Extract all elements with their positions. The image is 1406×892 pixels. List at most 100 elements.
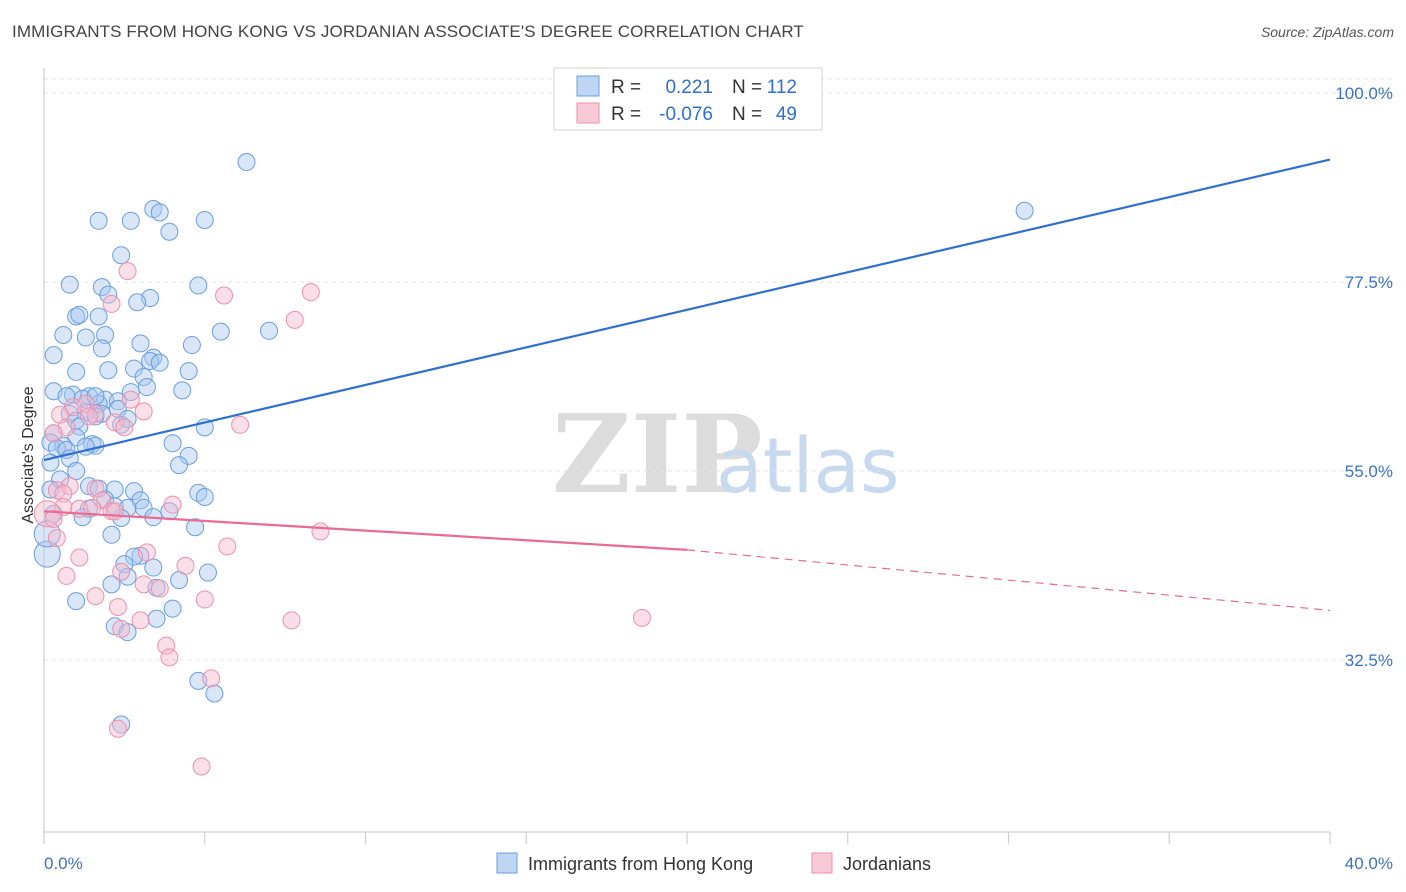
series-legend: Immigrants from Hong Kong Jordanians	[496, 852, 931, 874]
y-tick-label: 32.5%	[1345, 651, 1393, 670]
watermark-atlas: atlas	[716, 421, 900, 510]
legend-n-label-1: N =	[732, 104, 762, 125]
y-tick-label: 77.5%	[1345, 273, 1393, 292]
x-tick-label-min: 0.0%	[44, 854, 83, 873]
trend-line-jordanians-extrapolated	[686, 549, 1331, 611]
hong-kong-point	[67, 461, 86, 480]
hong-kong-point	[112, 246, 131, 265]
hong-kong-point	[92, 339, 111, 358]
hong-kong-point	[170, 456, 189, 475]
jordanian-point	[134, 575, 153, 594]
bottom-legend-swatch-hong-kong	[496, 852, 518, 874]
hong-kong-point	[89, 211, 108, 230]
jordanian-point	[86, 587, 105, 606]
hong-kong-point	[86, 387, 105, 406]
jordanian-point	[108, 597, 127, 616]
jordanian-point	[80, 407, 99, 426]
jordanian-point	[102, 294, 121, 313]
hong-kong-point	[189, 276, 208, 295]
hong-kong-point	[112, 509, 131, 528]
legend-n-value-0: 112	[767, 77, 797, 98]
hong-kong-point	[173, 381, 192, 400]
hong-kong-point	[1015, 201, 1034, 220]
jordanian-point	[86, 479, 105, 498]
hong-kong-point	[205, 684, 224, 703]
jordanian-point	[163, 495, 182, 514]
y-tick-label: 55.0%	[1345, 462, 1393, 481]
jordanian-point	[282, 611, 301, 630]
legend-r-value-1: -0.076	[659, 104, 713, 125]
jordanian-point	[202, 669, 221, 688]
hong-kong-point	[63, 385, 82, 404]
hong-kong-point	[195, 210, 214, 229]
jordanian-point	[105, 502, 124, 521]
hong-kong-point	[99, 361, 118, 380]
hong-kong-point	[163, 434, 182, 453]
legend-n-value-1: 49	[776, 104, 797, 125]
jordanian-point	[131, 611, 150, 630]
hong-kong-point	[60, 275, 79, 294]
correlation-legend: R = 0.221 N = 112 R = -0.076 N = 49	[553, 67, 823, 131]
hong-kong-point	[147, 609, 166, 628]
hong-kong-point	[51, 470, 70, 489]
hong-kong-point	[150, 353, 169, 372]
source-credit: Source: ZipAtlas.com	[1260, 24, 1394, 40]
hong-kong-point	[102, 525, 121, 544]
jordanian-point	[44, 424, 63, 443]
legend-n-label-0: N =	[732, 77, 762, 98]
hong-kong-point	[125, 482, 144, 501]
x-ticks	[43, 832, 1331, 844]
jordanian-point	[60, 477, 79, 496]
jordanian-point	[160, 648, 179, 667]
x-tick-label-max: 40.0%	[1345, 854, 1393, 873]
legend-r-label-1: R =	[611, 104, 641, 125]
jordanian-point	[115, 418, 134, 437]
hong-kong-point	[70, 305, 89, 324]
jordanian-point	[57, 566, 76, 585]
jordanian-point	[192, 757, 211, 776]
hong-kong-point	[102, 575, 121, 594]
legend-r-label-0: R =	[611, 77, 641, 98]
hong-kong-point	[131, 334, 150, 353]
jordanian-point	[157, 636, 176, 655]
jordanian-point	[137, 543, 156, 562]
jordanian-point	[105, 413, 124, 432]
hong-kong-point	[89, 307, 108, 326]
bottom-legend-label-jordanians: Jordanians	[843, 854, 931, 874]
jordanian-point	[231, 415, 250, 434]
jordanian-point	[285, 310, 304, 329]
hong-kong-point	[121, 383, 140, 402]
jordanian-point	[195, 590, 214, 609]
hong-kong-point	[128, 293, 147, 312]
jordanian-point	[70, 548, 89, 567]
jordanian-point	[112, 619, 131, 638]
y-tick-labels: 32.5% 55.0% 77.5% 100.0%	[1335, 84, 1393, 670]
hong-kong-point	[260, 321, 279, 340]
jordanian-point	[218, 537, 237, 556]
hong-kong-point	[92, 278, 111, 297]
hong-kong-point	[134, 367, 153, 386]
hong-kong-point	[186, 518, 205, 537]
trend-line-hong-kong	[43, 158, 1331, 462]
hong-kong-point	[160, 222, 179, 241]
hong-kong-point	[121, 211, 140, 230]
hong-kong-point	[67, 428, 86, 447]
hong-kong-point	[67, 307, 86, 326]
hong-kong-point	[137, 378, 156, 397]
hong-kong-point	[76, 328, 95, 347]
bottom-legend-swatch-jordanians	[811, 852, 833, 874]
jordanian-point	[301, 283, 320, 302]
trend-line-jordanians	[43, 510, 688, 552]
watermark-zip: ZIP	[552, 392, 763, 518]
hong-kong-point	[144, 558, 163, 577]
jordanian-point	[112, 562, 131, 581]
hong-kong-point	[237, 153, 256, 172]
hong-kong-point	[179, 362, 198, 381]
watermark: ZIP atlas	[552, 392, 900, 518]
hong-kong-point	[54, 325, 73, 344]
hong-kong-point	[211, 322, 230, 341]
bottom-legend-label-hong-kong: Immigrants from Hong Kong	[528, 854, 753, 874]
hong-kong-point	[108, 399, 127, 418]
hong-kong-point	[44, 346, 63, 365]
